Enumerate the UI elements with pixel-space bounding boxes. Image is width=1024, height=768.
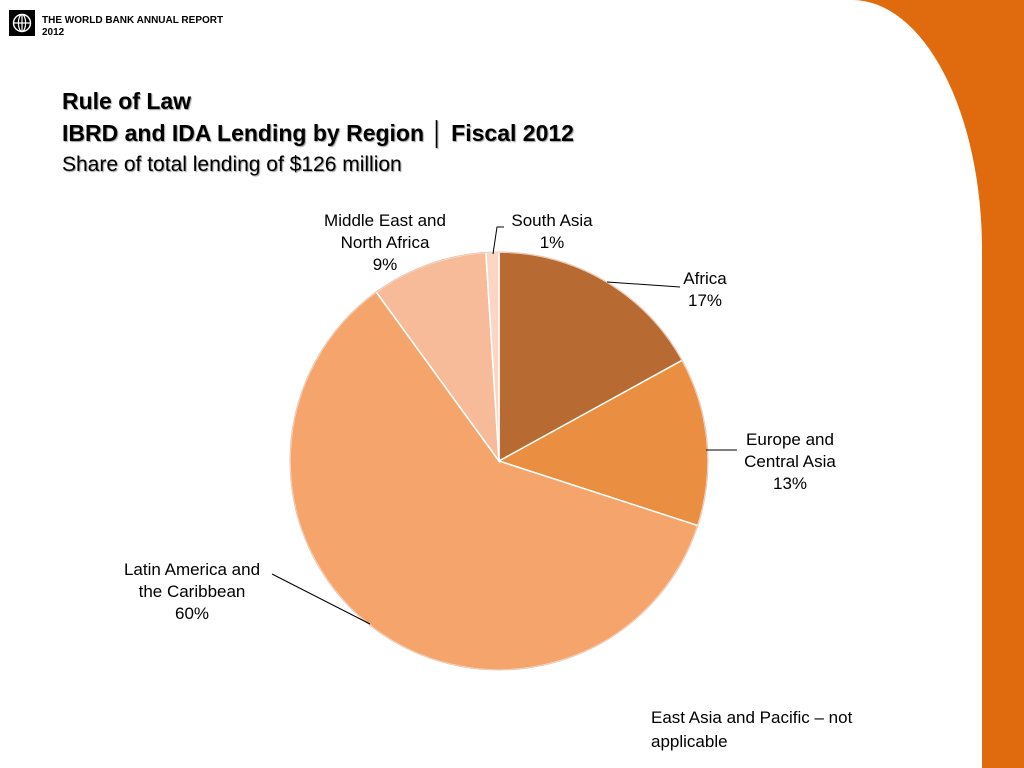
slice-label-line: 9% [372, 255, 398, 274]
slice-label-line: North Africa [340, 233, 430, 252]
slice-label-line: 60% [174, 604, 210, 623]
slice-label: Africa 17% [655, 268, 755, 312]
footnote: East Asia and Pacific – not applicable [651, 708, 853, 751]
page-number: 42 [944, 726, 959, 741]
title-line-1: Rule of Law [62, 88, 192, 114]
slice-label: South Asia 1% [490, 210, 614, 254]
leader-line [492, 226, 504, 255]
report-header-org: THE WORLD BANK ANNUAL REPORT [42, 15, 224, 26]
leader-line [271, 573, 371, 625]
slice-label-line: Middle East and [324, 211, 446, 230]
slice-label-line: the Caribbean [138, 582, 246, 601]
world-bank-logo [9, 10, 35, 36]
slice-label-line: Europe and [746, 430, 834, 449]
slice-label-line: South Asia [511, 211, 593, 230]
slice-label: Middle East and North Africa 9% [300, 210, 470, 276]
slice-label-line: 1% [539, 233, 565, 252]
slice-label-line: 17% [687, 291, 723, 310]
slice-label-line: Latin America and [123, 560, 261, 579]
report-header-year: 2012 [42, 27, 65, 38]
title-line-3: Share of total lending of $126 million [62, 153, 402, 176]
pie-rim [289, 251, 709, 671]
slice-label-line: Central Asia [744, 452, 836, 471]
globe-icon [12, 13, 32, 33]
slice-label: Europe and Central Asia 13% [720, 429, 860, 495]
report-header: THE WORLD BANK ANNUAL REPORT 2012 [42, 15, 272, 39]
slice-label-line: Africa [683, 269, 727, 288]
leader-line [606, 281, 681, 288]
title-line-2: IBRD and IDA Lending by Region │ Fiscal … [62, 120, 574, 146]
slice-label: Latin America and the Caribbean 60% [106, 559, 278, 625]
slide-title: Rule of Law IBRD and IDA Lending by Regi… [62, 86, 574, 180]
slice-label-line: 13% [772, 474, 808, 493]
